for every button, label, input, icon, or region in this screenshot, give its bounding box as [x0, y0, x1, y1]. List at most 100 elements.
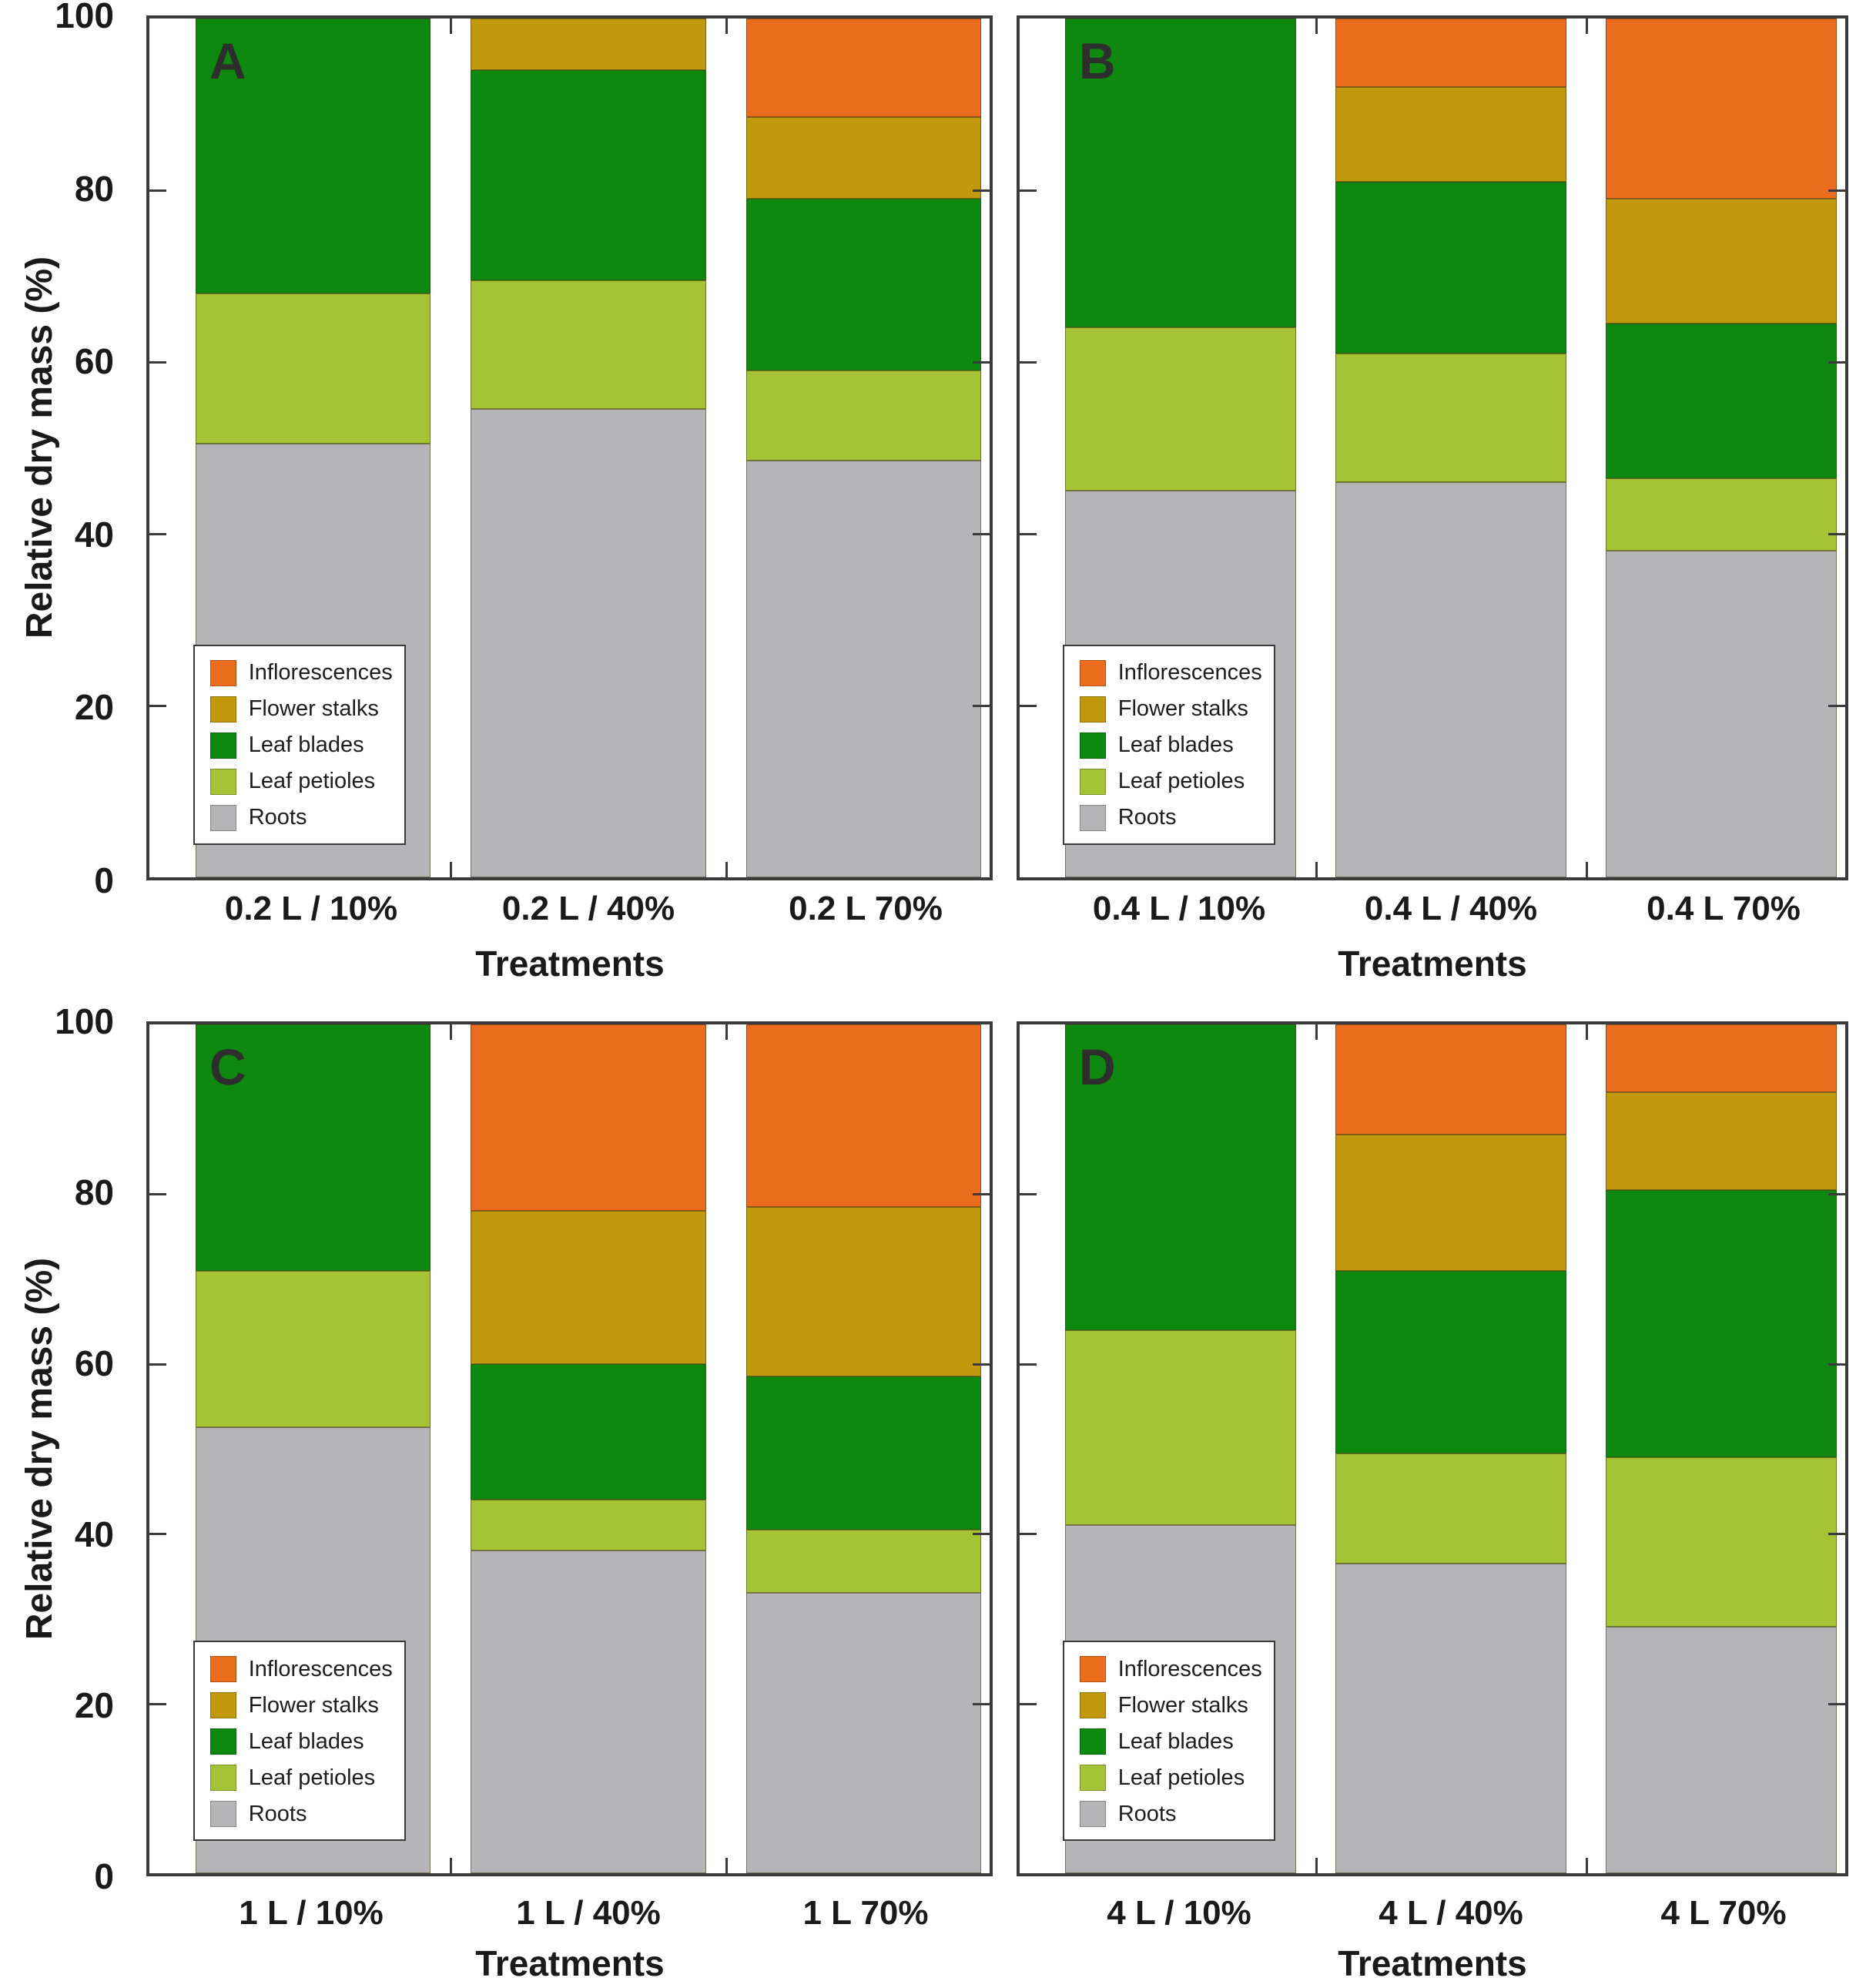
- y-axis-tick: [149, 533, 166, 535]
- y-tick-label: 40: [74, 1514, 114, 1554]
- x-axis-tick: [450, 862, 453, 877]
- legend-item: Roots: [209, 804, 390, 831]
- legend-item: Roots: [1079, 1801, 1260, 1828]
- y-tick-label: 20: [74, 1685, 114, 1725]
- stacked-bar: [1335, 18, 1567, 877]
- y-axis-tick: [1828, 1193, 1845, 1196]
- bar-segment-roots: [1606, 1627, 1838, 1873]
- bar-segment-roots: [745, 1593, 982, 1873]
- bar-segment-leaf-petioles: [1335, 1453, 1567, 1564]
- y-axis-tick: [973, 1702, 990, 1705]
- leaf-blades-swatch-icon: [1079, 1728, 1106, 1755]
- bar-segment-inflorescences: [1335, 18, 1567, 88]
- bar-segment-inflorescences: [1335, 1024, 1567, 1135]
- legend-item: Inflorescences: [209, 659, 393, 686]
- y-tick-label: 40: [74, 515, 114, 555]
- legend-item-label: Leaf petioles: [1117, 769, 1245, 794]
- y-axis-tick: [973, 705, 990, 707]
- legend-item: Leaf blades: [209, 1728, 390, 1755]
- bar-segment-leaf-blades: [1606, 323, 1838, 478]
- x-axis-tick: [1315, 18, 1318, 34]
- legend-item-label: Inflorescences: [248, 660, 393, 686]
- bar-segment-leaf-blades: [471, 69, 706, 281]
- legend-item-label: Inflorescences: [1117, 1656, 1262, 1681]
- flower-stalks-swatch-icon: [1079, 696, 1106, 722]
- legend-item-label: Flower stalks: [1117, 696, 1248, 722]
- leaf-petioles-swatch-icon: [209, 1765, 236, 1792]
- y-axis-tick: [973, 1363, 990, 1366]
- legend-item: Leaf blades: [209, 732, 390, 759]
- x-axis-tick: [1315, 1858, 1318, 1873]
- legend: Inflorescences Flower stalks Leaf blades Le…: [1062, 644, 1275, 845]
- y-axis-tick: [973, 533, 990, 535]
- y-axis-title-bottom-row: Relative dry mass (%): [19, 1257, 60, 1641]
- bar-segment-leaf-petioles: [1606, 478, 1838, 551]
- legend-item-label: Roots: [1117, 805, 1177, 830]
- x-axis-title: Treatments: [475, 1943, 665, 1983]
- legend-item: Leaf petioles: [1079, 768, 1260, 795]
- bar-segment-flower-stalks: [745, 117, 982, 199]
- bar-segment-flower-stalks: [1335, 87, 1567, 182]
- legend-item: Flower stalks: [1079, 696, 1260, 722]
- y-axis-tick: [973, 189, 990, 192]
- legend-item: Leaf petioles: [209, 768, 390, 795]
- panel-letter-A: A: [209, 32, 246, 89]
- x-tick-label: 1 L 70%: [802, 1894, 929, 1932]
- bar-segment-leaf-blades: [196, 1024, 431, 1271]
- legend-item: Roots: [1079, 804, 1260, 831]
- roots-swatch-icon: [209, 1801, 236, 1828]
- panel-B-plot-area: B Inflorescences Flower stalks Leaf blades L…: [1017, 15, 1848, 880]
- legend-item-label: Inflorescences: [1117, 660, 1262, 686]
- legend-item-label: Leaf petioles: [248, 769, 376, 794]
- x-tick-label: 0.2 L / 10%: [224, 890, 398, 927]
- y-tick-label: 100: [55, 0, 114, 35]
- y-tick-label: 100: [55, 1001, 114, 1041]
- bar-segment-leaf-blades: [196, 18, 431, 293]
- panel-letter-B: B: [1078, 32, 1116, 89]
- bar-segment-flower-stalks: [471, 1211, 706, 1364]
- x-tick-label: 0.2 L 70%: [789, 890, 943, 927]
- y-axis-tick: [1020, 361, 1037, 364]
- y-tick-label: 80: [74, 1172, 114, 1212]
- x-axis-tick: [725, 18, 728, 34]
- bar-segment-leaf-blades: [1064, 18, 1297, 328]
- inflorescences-swatch-icon: [209, 659, 236, 686]
- bar-segment-roots: [1335, 482, 1567, 877]
- x-tick-label: 4 L / 10%: [1107, 1894, 1251, 1932]
- legend-item-label: Roots: [248, 805, 307, 830]
- x-tick-label: 1 L / 40%: [516, 1894, 661, 1932]
- y-axis-tick: [1020, 1193, 1037, 1196]
- panel-C-plot-area: C Inflorescences Flower stalks Leaf blades L…: [146, 1021, 993, 1876]
- legend-item: Flower stalks: [209, 1692, 390, 1719]
- legend-item: Flower stalks: [1079, 1692, 1260, 1719]
- legend-item-label: Leaf blades: [248, 733, 364, 758]
- y-axis-tick: [1828, 1533, 1845, 1536]
- legend-item-label: Leaf petioles: [248, 1765, 376, 1790]
- y-axis-tick: [149, 189, 166, 192]
- x-axis-tick: [450, 1024, 453, 1040]
- x-tick-label: 0.4 L 70%: [1647, 890, 1801, 927]
- bar-segment-inflorescences: [1606, 18, 1838, 199]
- y-tick-label: 0: [94, 860, 114, 900]
- bar-segment-roots: [745, 461, 982, 877]
- y-axis-tick: [1020, 1363, 1037, 1366]
- stacked-bar: [471, 1024, 706, 1873]
- bar-segment-leaf-petioles: [1064, 327, 1297, 491]
- bar-segment-roots: [471, 1551, 706, 1873]
- bar-segment-roots: [1335, 1563, 1567, 1873]
- y-tick-label: 60: [74, 341, 114, 381]
- bar-segment-leaf-petioles: [1606, 1457, 1838, 1628]
- bar-segment-flower-stalks: [471, 18, 706, 70]
- y-axis-tick: [973, 361, 990, 364]
- y-tick-label: 80: [74, 169, 114, 209]
- legend: Inflorescences Flower stalks Leaf blades Le…: [193, 1641, 406, 1842]
- bar-segment-leaf-petioles: [471, 1500, 706, 1551]
- legend-item-label: Roots: [248, 1801, 307, 1826]
- x-tick-label: 1 L / 10%: [239, 1894, 384, 1932]
- bar-segment-leaf-petioles: [1335, 353, 1567, 483]
- bar-segment-leaf-blades: [1335, 181, 1567, 354]
- legend-item-label: Flower stalks: [248, 696, 379, 722]
- stacked-bar: [471, 18, 706, 877]
- y-axis-tick: [1020, 533, 1037, 535]
